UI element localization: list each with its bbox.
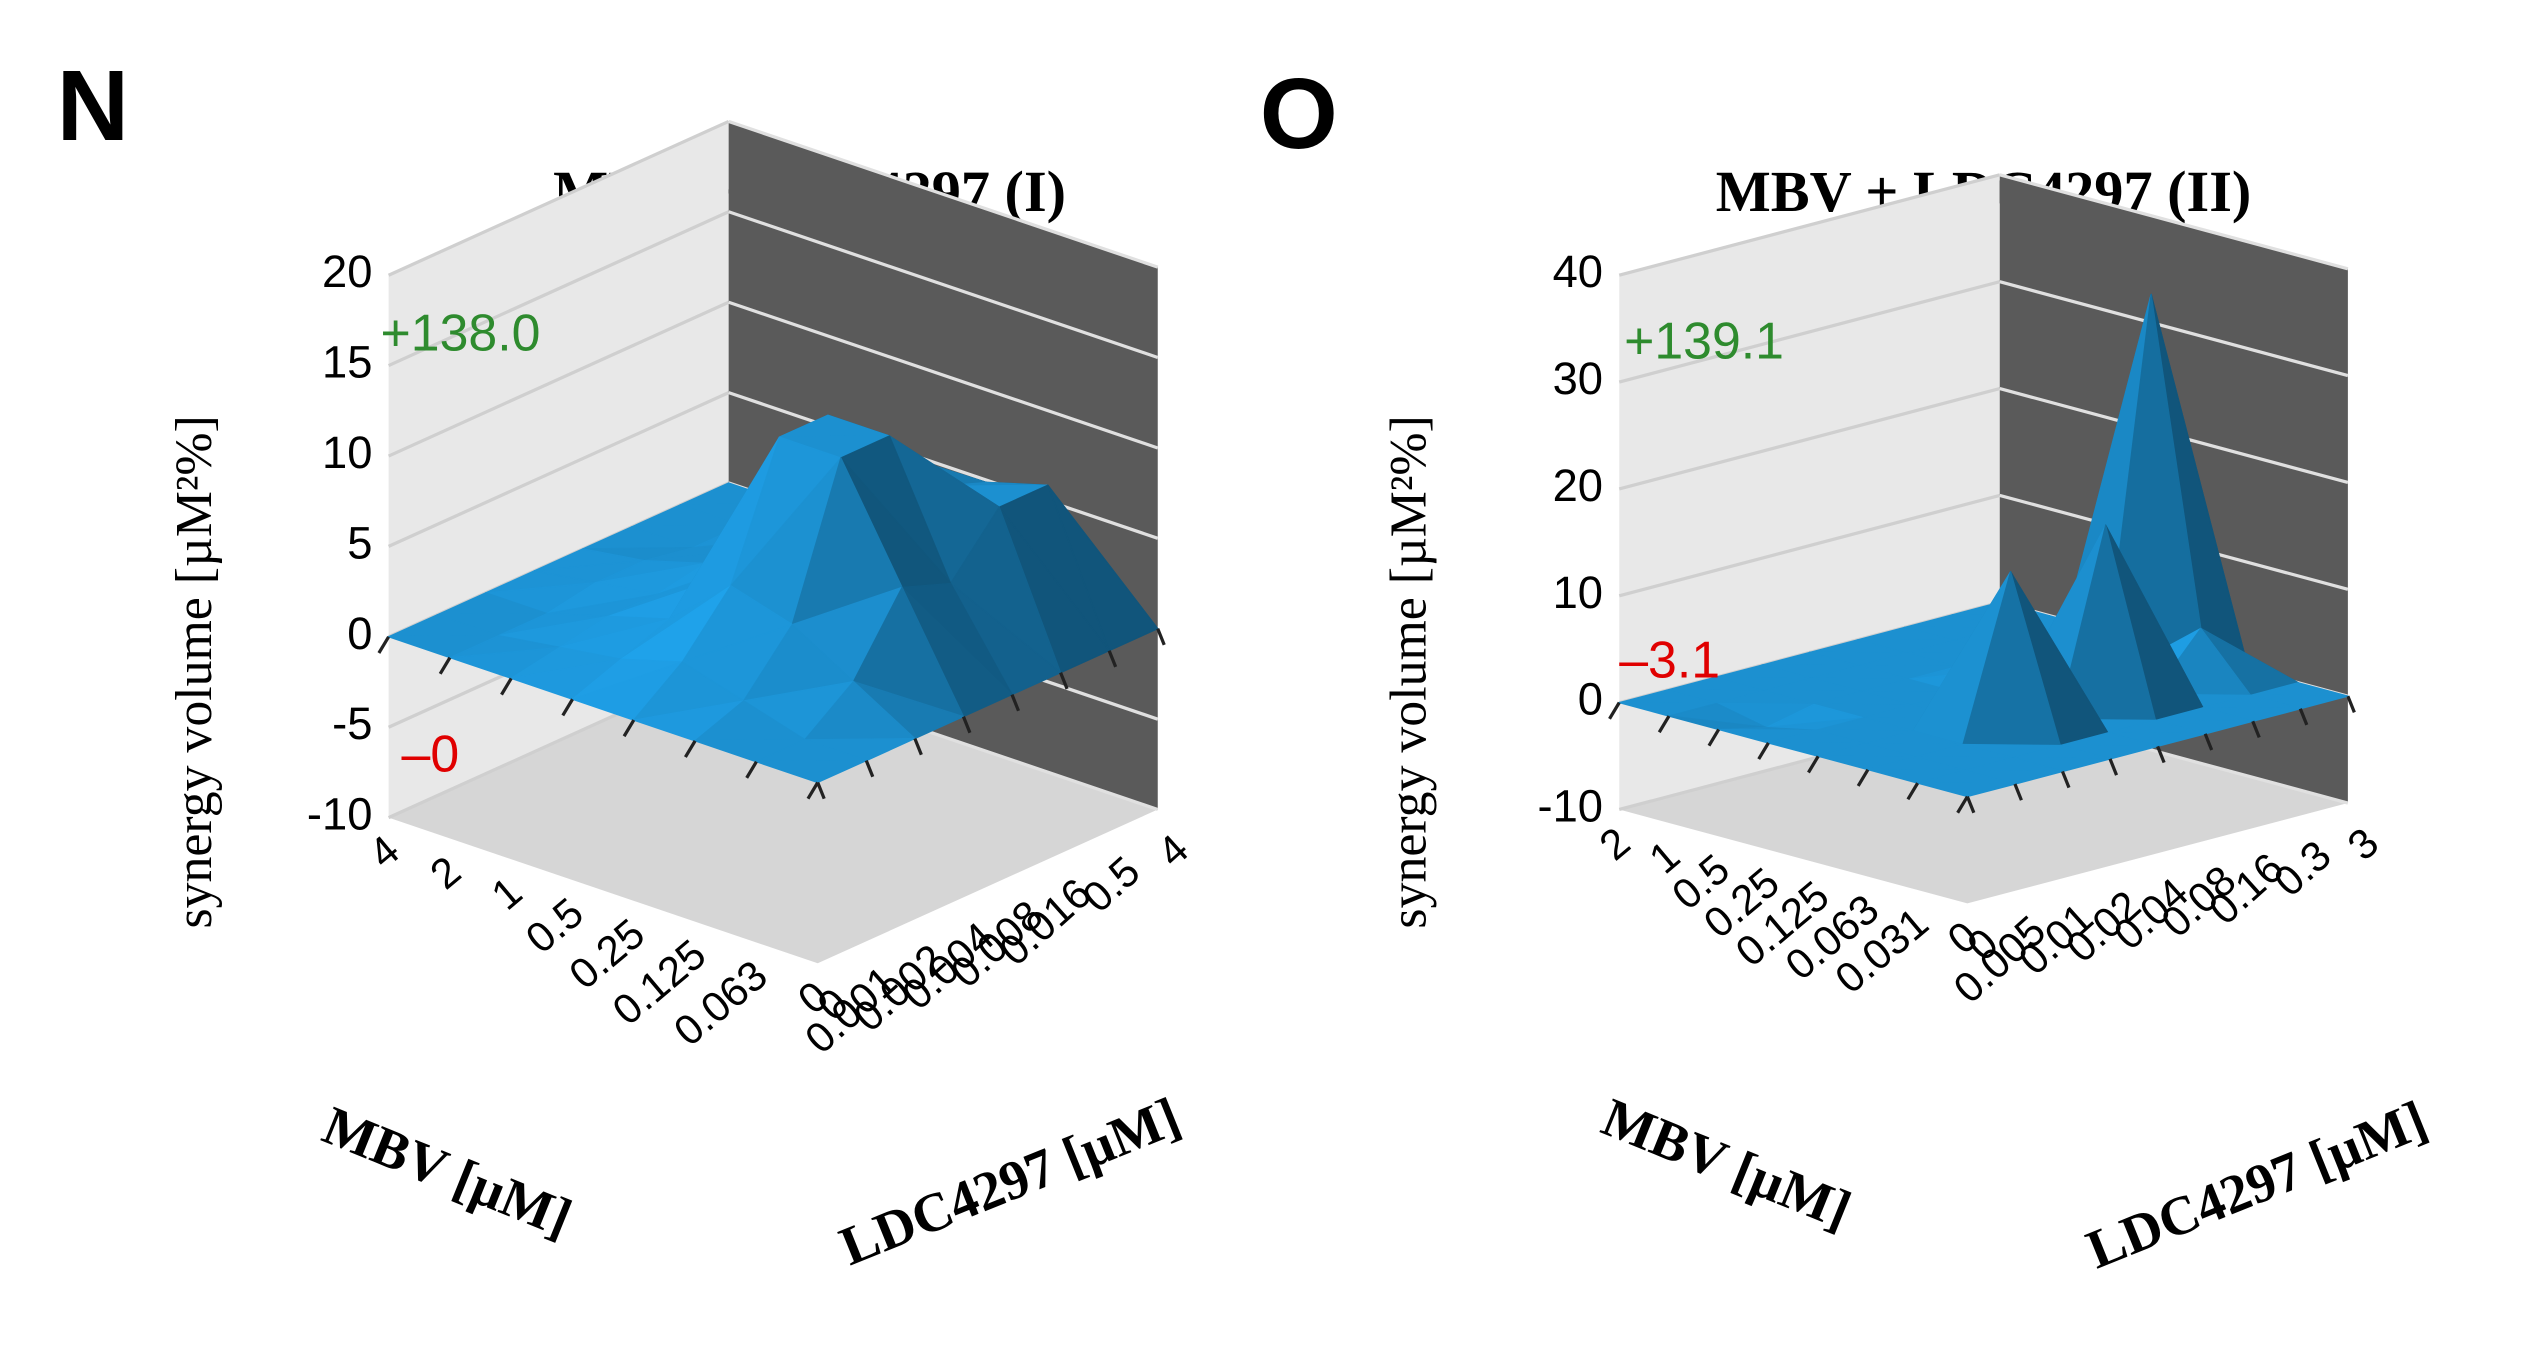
z-axis-label: synergy volume [µM²%] [1380,415,1437,928]
grid-line [1618,493,2001,598]
y-tick [1156,628,1166,646]
y-tick [2298,708,2309,726]
x-tick [1956,795,1969,814]
y-tick [1059,672,1069,690]
x-tick [806,781,820,800]
grid-line [728,300,1159,450]
panel-letter: O [1260,58,1338,170]
z-axis-label: synergy volume [µM²%] [166,415,223,928]
floor [1619,709,2348,904]
grid-line [1999,280,2349,378]
x-tick [1608,701,1621,720]
z-tick-label: -5 [332,698,372,749]
grid-line [1618,280,2001,384]
x-tick-label: 2 [1590,818,1638,869]
z-tick-label: 10 [1553,567,1603,618]
z-tick-label: -10 [1538,780,1604,831]
surface-facet [1917,782,2016,798]
y-tick [1965,795,1976,814]
y-tick [2156,745,2166,764]
grid-line [728,210,1159,360]
x-axis-label: MBV [µM] [315,1094,580,1248]
z-tick-label: 5 [347,517,372,568]
x-tick [622,719,636,738]
z-tick-label: 15 [322,337,372,388]
x-tick [377,635,391,654]
y-tick [2108,758,2119,776]
x-axis-label: MBV [µM] [1594,1086,1859,1240]
y-tick [2203,733,2214,751]
x-tick-label: 1 [482,868,530,919]
y-tick [961,715,972,734]
grid-line [728,391,1159,540]
z-tick-label: 30 [1553,353,1603,404]
y-tick [2251,720,2261,739]
x-tick [1707,728,1721,747]
x-tick [500,677,513,696]
annotation: –0 [402,724,460,782]
x-tick-label: 4 [360,826,408,877]
y-tick-label: 3 [2338,819,2387,870]
y-tick [864,759,875,778]
grid-line [1618,386,2001,491]
z-tick-label: -10 [307,789,373,840]
floor [388,663,1158,964]
x-tick [1807,755,1820,774]
x-tick [1856,768,1870,787]
z-tick-label: 20 [322,246,372,297]
grid-line [1618,173,2001,277]
z-tick-label: 0 [1578,674,1603,725]
x-tick [1906,782,1920,801]
panel-letter: N [57,50,130,162]
z-tick-label: 10 [322,427,372,478]
z-tick-label: 0 [347,608,372,659]
annotation: –3.1 [1619,630,1720,688]
y-tick [2060,770,2071,789]
grid-line [1999,173,2349,271]
y-tick [913,737,923,756]
x-tick [1757,742,1770,760]
y-tick [1107,650,1118,668]
z-tick-label: 40 [1553,246,1603,297]
y-axis-label: LDC4297 [µM] [2078,1089,2435,1281]
annotation: +139.1 [1624,312,1784,370]
y-tick-label: 0.3 [2265,831,2340,905]
grid-line [387,300,730,458]
x-tick [1657,715,1671,734]
y-tick [1010,694,1020,712]
grid-line [387,391,730,548]
annotation: +138.0 [381,303,541,361]
y-tick [816,781,826,800]
grid-line [387,210,730,368]
y-tick [2013,783,2023,801]
y-axis-label: LDC4297 [µM] [831,1086,1188,1278]
y-tick [2346,695,2356,713]
surface-facet [755,759,867,784]
x-tick-label: 2 [421,847,469,898]
x-tick [561,698,574,717]
z-tick-label: 20 [1553,460,1603,511]
x-tick [684,740,697,758]
x-tick [438,656,452,675]
x-tick [745,760,758,779]
grid-line [728,119,1159,269]
y-tick-label: 4 [1148,825,1197,876]
grid-line [387,119,730,277]
